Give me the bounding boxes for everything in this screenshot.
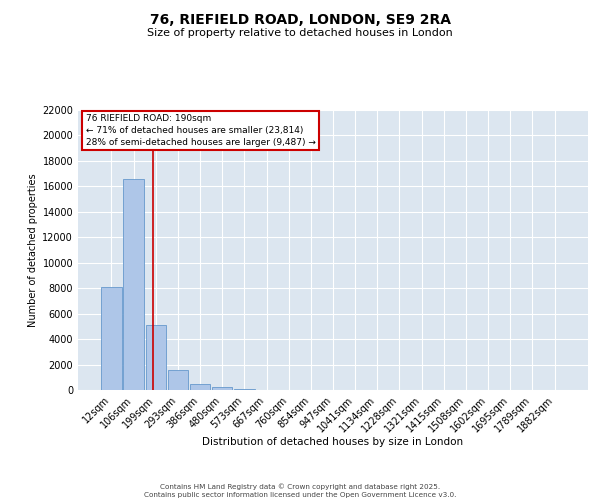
Bar bbox=[167, 370, 188, 390]
Text: Contains HM Land Registry data © Crown copyright and database right 2025.
Contai: Contains HM Land Registry data © Crown c… bbox=[144, 483, 456, 498]
Text: Size of property relative to detached houses in London: Size of property relative to detached ho… bbox=[147, 28, 453, 38]
Bar bbox=[190, 384, 210, 390]
Bar bbox=[146, 325, 166, 390]
Text: 76 RIEFIELD ROAD: 190sqm
← 71% of detached houses are smaller (23,814)
28% of se: 76 RIEFIELD ROAD: 190sqm ← 71% of detach… bbox=[86, 114, 316, 147]
Bar bbox=[124, 178, 144, 390]
Bar bbox=[101, 287, 122, 390]
X-axis label: Distribution of detached houses by size in London: Distribution of detached houses by size … bbox=[202, 437, 464, 447]
Y-axis label: Number of detached properties: Number of detached properties bbox=[28, 173, 38, 327]
Bar bbox=[212, 388, 232, 390]
Text: 76, RIEFIELD ROAD, LONDON, SE9 2RA: 76, RIEFIELD ROAD, LONDON, SE9 2RA bbox=[149, 12, 451, 26]
